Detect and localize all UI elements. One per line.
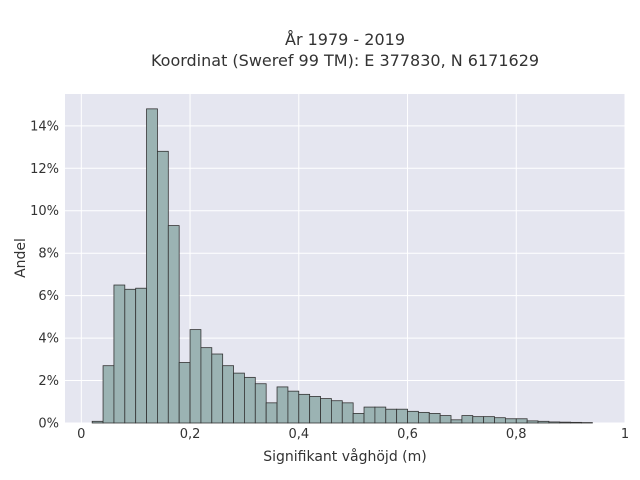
- histogram-bar-41: [537, 420, 550, 424]
- histogram-bar-27: [385, 408, 398, 424]
- histogram-bar-3: [124, 288, 137, 424]
- y-axis-ticks: 0% 2% 4% 6% 8% 10% 12% 14%: [30, 119, 59, 431]
- histogram-bar-21: [320, 398, 332, 424]
- y-tick-label-0: 0%: [38, 417, 59, 432]
- histogram-bar-18: [287, 390, 300, 424]
- histogram-bar-11: [211, 353, 224, 424]
- histogram-bar-43: [559, 421, 572, 424]
- y-tick-label-1: 2%: [38, 374, 59, 389]
- histogram-bar-40: [526, 420, 539, 424]
- histogram-bar-37: [494, 417, 506, 424]
- histogram-bar-23: [341, 402, 354, 424]
- histogram-bar-14: [244, 376, 256, 424]
- histogram-bar-42: [548, 421, 561, 424]
- histogram-bar-9: [189, 329, 202, 424]
- histogram-bar-16: [265, 402, 278, 424]
- histogram-bar-24: [352, 413, 365, 424]
- histogram-bar-13: [233, 372, 245, 424]
- histogram-bar-36: [483, 416, 495, 424]
- histogram-bar-34: [461, 415, 474, 424]
- histogram-bar-31: [428, 413, 441, 424]
- histogram-bar-6: [157, 150, 169, 424]
- histogram-bar-4: [135, 287, 147, 424]
- histogram-bar-39: [515, 418, 528, 424]
- histogram-bar-19: [298, 393, 311, 424]
- y-tick-label-7: 14%: [30, 119, 59, 134]
- histogram-bar-2: [113, 284, 126, 424]
- histogram-bar-17: [276, 386, 289, 424]
- histogram-bar-0: [91, 420, 104, 424]
- histogram-bar-15: [254, 383, 267, 424]
- x-tick-label-3: 0,6: [397, 427, 418, 442]
- y-tick-label-2: 4%: [38, 332, 59, 347]
- histogram-bar-30: [417, 411, 430, 424]
- histogram-bar-5: [146, 108, 158, 424]
- histogram-bar-44: [570, 421, 582, 424]
- x-axis-label: Signifikant våghöjd (m): [263, 448, 426, 465]
- histogram-bar-7: [167, 225, 180, 424]
- histogram-bar-12: [222, 365, 234, 424]
- histogram-bar-32: [439, 415, 452, 424]
- x-tick-label-1: 0,2: [180, 427, 201, 442]
- x-axis-ticks: 0 0,2 0,4 0,6 0,8 1: [77, 427, 629, 442]
- bars: [91, 108, 593, 424]
- histogram-bar-8: [178, 362, 191, 424]
- histogram-bar-35: [472, 416, 485, 424]
- y-tick-label-6: 12%: [30, 162, 59, 177]
- x-tick-label-2: 0,4: [288, 427, 309, 442]
- histogram-bar-29: [407, 410, 419, 424]
- histogram-bar-22: [331, 400, 343, 424]
- histogram-bar-38: [504, 418, 517, 424]
- histogram-bar-26: [374, 406, 387, 424]
- y-axis-label: Andel: [13, 238, 29, 278]
- histogram-bar-28: [396, 408, 408, 424]
- histogram-bar-33: [450, 419, 463, 424]
- chart-subtitle: Koordinat (Sweref 99 TM): E 377830, N 61…: [151, 51, 539, 70]
- histogram-bar-25: [363, 406, 376, 424]
- chart-title: År 1979 - 2019: [285, 30, 405, 49]
- histogram-bar-10: [200, 347, 213, 424]
- x-tick-label-5: 1: [621, 427, 629, 442]
- y-tick-label-3: 6%: [38, 289, 59, 304]
- histogram-bar-20: [309, 396, 321, 424]
- y-tick-label-5: 10%: [30, 204, 59, 219]
- x-tick-label-4: 0,8: [506, 427, 527, 442]
- x-tick-label-0: 0: [77, 427, 85, 442]
- histogram-bar-1: [102, 365, 115, 424]
- y-tick-label-4: 8%: [38, 247, 59, 262]
